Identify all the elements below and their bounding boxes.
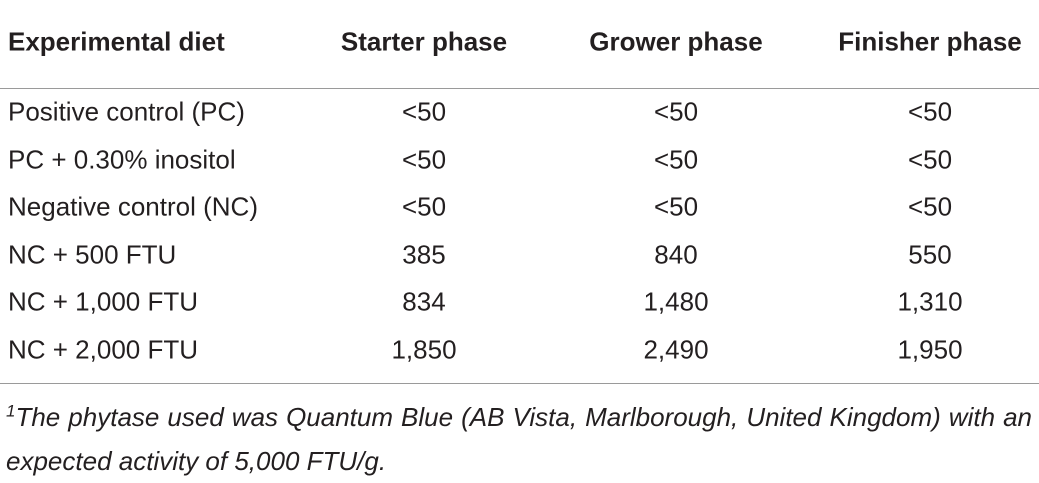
row-label: NC + 500 FTU	[8, 239, 177, 269]
footnote-marker: 1	[6, 401, 16, 421]
value-cell: 2,490	[643, 334, 709, 364]
value-cell: <50	[653, 191, 699, 222]
value-cell: <50	[907, 144, 953, 174]
value-cell: 1,480	[643, 286, 709, 317]
value-cell: 1,950	[897, 334, 963, 364]
footnote: 1The phytase used was Quantum Blue (AB V…	[6, 395, 1032, 483]
header-cell: Finisher phase	[838, 26, 1022, 57]
value-cell: 385	[402, 239, 446, 269]
row-label: PC + 0.30% inositol	[8, 144, 236, 174]
row-label: Negative control (NC)	[8, 191, 258, 222]
row-label: NC + 1,000 FTU	[8, 286, 199, 317]
value-cell: <50	[907, 191, 953, 222]
header-rule	[0, 88, 1039, 89]
row-label: NC + 2,000 FTU	[8, 334, 199, 364]
value-cell: <50	[401, 96, 447, 127]
header-cell: Starter phase	[340, 26, 508, 57]
value-cell: 1,310	[897, 286, 963, 317]
header-cell: Experimental diet	[8, 26, 225, 57]
value-cell: 550	[908, 239, 952, 269]
value-cell: 834	[402, 286, 446, 317]
bottom-rule	[0, 383, 1039, 384]
header-cell: Grower phase	[589, 26, 763, 57]
value-cell: 840	[654, 239, 698, 269]
footnote-text: The phytase used was Quantum Blue (AB Vi…	[6, 402, 1032, 476]
row-label: Positive control (PC)	[8, 96, 245, 127]
value-cell: <50	[401, 144, 447, 174]
value-cell: <50	[907, 96, 953, 127]
value-cell: <50	[401, 191, 447, 222]
value-cell: 1,850	[391, 334, 457, 364]
value-cell: <50	[653, 96, 699, 127]
value-cell: <50	[653, 144, 699, 174]
